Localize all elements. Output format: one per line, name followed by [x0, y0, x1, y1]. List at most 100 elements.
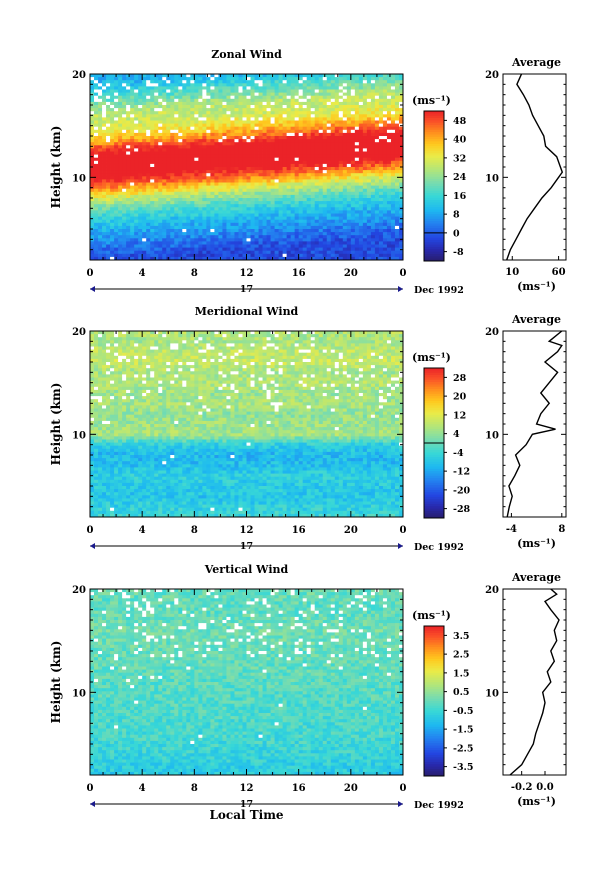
y-tick-label: 20: [72, 327, 86, 338]
profile-frame: [502, 330, 567, 518]
x-tick-label: 4: [139, 525, 146, 536]
x-tick-label: 16: [292, 783, 306, 794]
profile-x-tick-label: -0.2: [511, 782, 533, 793]
average-profile: Average 20 10 10 60 (ms⁻¹): [485, 56, 567, 293]
colorbar-tick-label: 1.5: [453, 668, 470, 679]
profile-unit: (ms⁻¹): [517, 280, 556, 293]
profile-title: Average: [511, 571, 561, 584]
date-label: Dec 1992: [414, 285, 464, 296]
colorbar-unit: (ms⁻¹): [412, 609, 451, 622]
colorbar-tick-label: 20: [453, 392, 467, 403]
profile-line: [506, 73, 564, 261]
profile-unit: (ms⁻¹): [517, 795, 556, 808]
x-tick-label: 16: [292, 525, 306, 536]
x-tick-label: 16: [292, 268, 306, 279]
colorbar-unit: (ms⁻¹): [412, 94, 451, 107]
profile-line: [506, 330, 563, 518]
y-tick-label: 20: [72, 70, 86, 81]
panel-1: Meridional Wind 20 10 Height (km) 0 4 8 12 16 20 0…: [49, 305, 567, 553]
y-tick-label: 10: [72, 688, 86, 699]
colorbar-tick-label: 8: [453, 210, 460, 221]
profile-title: Average: [511, 313, 561, 326]
profile-x-tick-label: 0.0: [536, 782, 553, 793]
day-label: 17: [240, 799, 253, 810]
colorbar: (ms⁻¹)28 20 12 4 -4 -12 -20 -28: [412, 351, 471, 519]
average-profile: Average 20 10 -4 8(ms⁻¹): [485, 313, 567, 550]
profile-x-tick-label: 10: [505, 267, 519, 278]
heatmap-field: [90, 331, 404, 518]
colorbar-tick-label: -28: [453, 504, 471, 515]
colorbar-tick-label: 4: [453, 429, 460, 440]
colorbar-tick-label: 0.5: [453, 687, 470, 698]
profile-y-tick-label: 10: [485, 688, 499, 699]
profile-y-tick-label: 20: [485, 585, 499, 596]
x-tick-label: 8: [191, 268, 198, 279]
panel-title: Meridional Wind: [195, 305, 299, 318]
y-tick-label: 10: [72, 430, 86, 441]
x-tick-label: 0: [400, 783, 407, 794]
x-tick-label: 20: [344, 783, 358, 794]
x-tick-label: 4: [139, 783, 146, 794]
profile-title: Average: [511, 56, 561, 69]
x-tick-label: 12: [240, 268, 254, 279]
colorbar-tick-label: 16: [453, 191, 467, 202]
x-tick-label: 8: [191, 525, 198, 536]
y-tick-label: 10: [72, 173, 86, 184]
x-tick-label: 20: [344, 525, 358, 536]
colorbar: (ms⁻¹)3.5 2.5 1.5 0.5 -0.5 -1.5 -2.5 -3.5: [412, 609, 473, 777]
colorbar-tick-label: -2.5: [453, 743, 473, 754]
colorbar-tick-label: -3.5: [453, 762, 473, 773]
colorbar-tick-label: -4: [453, 448, 464, 459]
x-tick-label: 0: [400, 268, 407, 279]
x-tick-label: 8: [191, 783, 198, 794]
colorbar-tick-label: -20: [453, 485, 471, 496]
x-tick-label: 0: [87, 525, 94, 536]
day-label: 17: [240, 541, 253, 552]
panel-2: Vertical Wind 20 10 Height (km) 0 4 8 12 16 20 0 17…: [49, 563, 567, 822]
colorbar-tick-label: 48: [453, 116, 467, 127]
average-profile: Average 20 10 -0.2 0.0 (ms⁻¹): [485, 571, 567, 808]
colorbar-unit: (ms⁻¹): [412, 351, 451, 364]
profile-line: [509, 588, 560, 776]
colorbar-tick-label: 32: [453, 153, 466, 164]
x-tick-label: 4: [139, 268, 146, 279]
x-axis-label: Local Time: [209, 808, 283, 822]
profile-y-tick-label: 20: [485, 70, 499, 81]
profile-x-tick-label: 60: [552, 267, 566, 278]
colorbar-tick-label: 3.5: [453, 631, 470, 642]
date-label: Dec 1992: [414, 800, 464, 811]
day-label: 17: [240, 284, 253, 295]
colorbar-tick-label: -1.5: [453, 725, 473, 736]
y-tick-label: 20: [72, 585, 86, 596]
colorbar-tick-label: 24: [453, 172, 467, 183]
profile-y-tick-label: 10: [485, 430, 499, 441]
colorbar-tick-label: 28: [453, 373, 467, 384]
x-tick-label: 0: [87, 783, 94, 794]
colorbar-tick-label: -12: [453, 467, 470, 478]
panel-title: Vertical Wind: [204, 563, 289, 576]
profile-y-tick-label: 20: [485, 327, 499, 338]
x-tick-label: 0: [87, 268, 94, 279]
colorbar-tick-label: 40: [453, 135, 467, 146]
heatmap-field: [90, 589, 404, 776]
colorbar-tick-label: 0: [453, 228, 460, 239]
profile-unit: (ms⁻¹): [517, 537, 556, 550]
colorbar: (ms⁻¹)48 40 32 24 16 8 0 -8: [412, 94, 467, 262]
x-tick-label: 20: [344, 268, 358, 279]
heatmap-field: [90, 74, 404, 261]
profile-y-tick-label: 10: [485, 173, 499, 184]
colorbar-tick-label: 12: [453, 410, 466, 421]
profile-frame: [502, 73, 567, 261]
colorbar-tick-label: -8: [453, 247, 464, 258]
y-axis-label: Height (km): [49, 641, 63, 724]
colorbar-tick-label: -0.5: [453, 706, 473, 717]
profile-x-tick-label: -4: [506, 524, 517, 535]
date-label: Dec 1992: [414, 542, 464, 553]
y-axis-label: Height (km): [49, 383, 63, 466]
x-tick-label: 0: [400, 525, 407, 536]
colorbar-tick-label: 2.5: [453, 650, 470, 661]
profile-x-tick-label: 8: [558, 524, 565, 535]
x-tick-label: 12: [240, 783, 254, 794]
